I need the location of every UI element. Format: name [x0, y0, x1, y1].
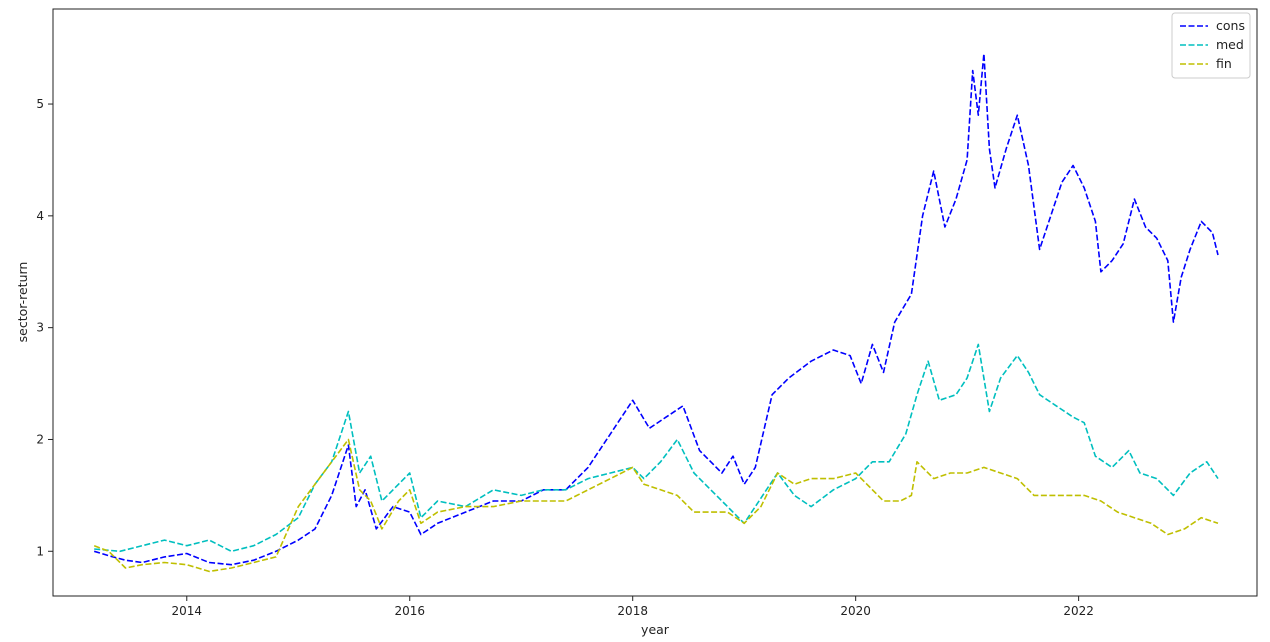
x-axis-label: year — [641, 622, 670, 637]
legend: cons med fin — [1171, 12, 1251, 79]
legend-label-cons: cons — [1216, 18, 1245, 33]
y-tick-label: 3 — [36, 321, 44, 335]
series-line-cons — [93, 52, 1219, 566]
y-tick-label: 2 — [36, 432, 44, 446]
y-tick-label: 5 — [36, 97, 44, 111]
y-tick-label: 1 — [36, 544, 44, 558]
y-axis: 1 2 3 4 5 — [36, 97, 53, 558]
x-tick-label: 2018 — [617, 604, 648, 618]
x-tick-label: 2016 — [394, 604, 425, 618]
x-tick-label: 2022 — [1063, 604, 1094, 618]
y-axis-label: sector-return — [15, 262, 30, 343]
y-tick-label: 4 — [36, 209, 44, 223]
legend-box — [1171, 12, 1251, 79]
legend-label-fin: fin — [1216, 56, 1232, 71]
x-tick-label: 2014 — [172, 604, 203, 618]
series-line-med — [94, 343, 1219, 553]
legend-label-med: med — [1216, 37, 1244, 52]
x-tick-label: 2020 — [840, 604, 871, 618]
x-axis: 2014 2016 2018 2020 2022 — [172, 596, 1094, 618]
plot-frame — [52, 8, 1258, 597]
plot-area — [93, 52, 1219, 573]
series-line-fin — [93, 438, 1219, 573]
